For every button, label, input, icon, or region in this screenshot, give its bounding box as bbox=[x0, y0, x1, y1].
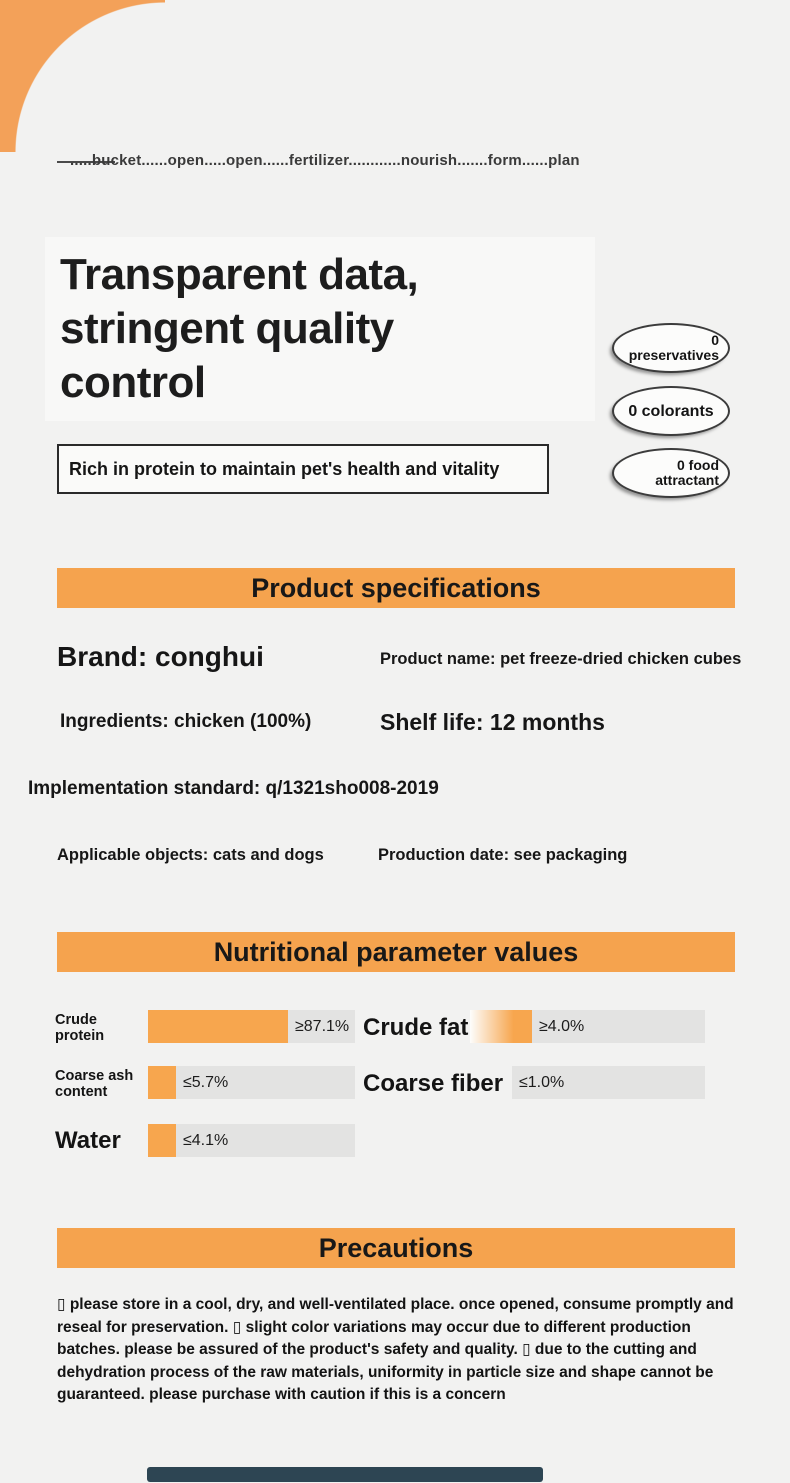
section-title: Product specifications bbox=[251, 572, 541, 603]
hero-title-background bbox=[45, 237, 595, 421]
nutrition-bar-crude-protein: ≥87.1% bbox=[148, 1010, 355, 1043]
spec-shelf-life: Shelf life: 12 months bbox=[380, 709, 605, 735]
page-title: Transparent data, stringent quality cont… bbox=[60, 250, 419, 407]
spec-implementation-standard: Implementation standard: q/1321sho008-20… bbox=[28, 778, 439, 799]
section-header-precautions: Precautions bbox=[57, 1228, 735, 1268]
badge-zero-preservatives: 0 preservatives bbox=[612, 323, 730, 373]
nutrition-value: ≤4.1% bbox=[183, 1131, 229, 1149]
nutrition-value: ≥87.1% bbox=[295, 1017, 350, 1035]
top-dash-line bbox=[57, 161, 115, 163]
nutrition-label-coarse-ash: Coarse ash content bbox=[55, 1068, 134, 1100]
nutrition-label-crude-protein: Crude protein bbox=[55, 1012, 105, 1044]
precautions-text: ▯ please store in a cool, dry, and well-… bbox=[57, 1296, 734, 1403]
badge-label: 0 preservatives bbox=[628, 332, 719, 363]
badge-zero-colorants: 0 colorants bbox=[612, 386, 730, 436]
spec-production-date: Production date: see packaging bbox=[378, 846, 628, 864]
section-header-product-specifications: Product specifications bbox=[57, 568, 735, 608]
section-header-nutritional-values: Nutritional parameter values bbox=[57, 932, 735, 972]
badge-label: 0 food attractant bbox=[655, 457, 719, 488]
dotted-nav-line: .....bucket......open.....open......fert… bbox=[70, 152, 580, 169]
badge-zero-food-attractant: 0 food attractant bbox=[612, 448, 730, 498]
bar-fill bbox=[148, 1066, 176, 1099]
subtitle-text: Rich in protein to maintain pet's health… bbox=[69, 458, 500, 479]
nutrition-bar-crude-fat: ≥4.0% bbox=[470, 1010, 705, 1043]
bar-fill bbox=[148, 1010, 288, 1043]
spec-applicable-objects: Applicable objects: cats and dogs bbox=[57, 846, 324, 864]
nutrition-bar-water: ≤4.1% bbox=[148, 1124, 355, 1157]
bar-fill bbox=[148, 1124, 176, 1157]
nutrition-label-coarse-fiber: Coarse fiber bbox=[363, 1070, 504, 1097]
orange-corner-decoration bbox=[0, 0, 165, 152]
nutrition-value: ≥4.0% bbox=[539, 1017, 585, 1035]
spec-ingredients: Ingredients: chicken (100%) bbox=[60, 711, 312, 732]
nutrition-bar-coarse-ash: ≤5.7% bbox=[148, 1066, 355, 1099]
spec-brand: Brand: conghui bbox=[57, 641, 264, 672]
bar-fill bbox=[470, 1010, 532, 1043]
nutrition-value: ≤1.0% bbox=[519, 1073, 565, 1091]
badge-label: 0 colorants bbox=[628, 402, 714, 420]
nutrition-bar-coarse-fiber: ≤1.0% bbox=[512, 1066, 705, 1099]
spec-product-name: Product name: pet freeze-dried chicken c… bbox=[380, 650, 742, 668]
bottom-bar bbox=[147, 1467, 543, 1482]
subtitle-box: Rich in protein to maintain pet's health… bbox=[57, 444, 549, 494]
nutrition-value: ≤5.7% bbox=[183, 1073, 229, 1091]
nutrition-label-water: Water bbox=[55, 1127, 121, 1154]
nutrition-label-crude-fat: Crude fat bbox=[363, 1014, 469, 1041]
section-title: Precautions bbox=[318, 1232, 474, 1263]
section-title: Nutritional parameter values bbox=[213, 936, 579, 967]
